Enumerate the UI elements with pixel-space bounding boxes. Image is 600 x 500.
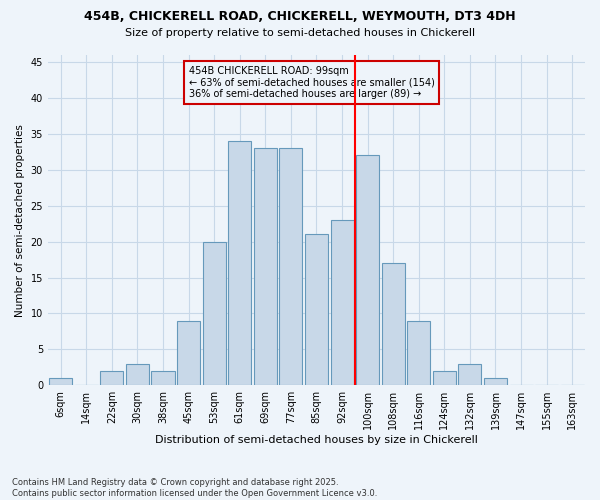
Bar	[280, 148, 302, 385]
Bar	[331, 220, 353, 385]
Bar	[126, 364, 149, 385]
Bar	[177, 320, 200, 385]
Text: 454B, CHICKERELL ROAD, CHICKERELL, WEYMOUTH, DT3 4DH: 454B, CHICKERELL ROAD, CHICKERELL, WEYMO…	[84, 10, 516, 23]
Bar	[433, 371, 456, 385]
Bar	[49, 378, 72, 385]
Bar	[100, 371, 124, 385]
Y-axis label: Number of semi-detached properties: Number of semi-detached properties	[15, 124, 25, 316]
Bar	[382, 263, 404, 385]
Bar	[228, 141, 251, 385]
Bar	[458, 364, 481, 385]
Text: Size of property relative to semi-detached houses in Chickerell: Size of property relative to semi-detach…	[125, 28, 475, 38]
Bar	[254, 148, 277, 385]
Bar	[203, 242, 226, 385]
Text: 454B CHICKERELL ROAD: 99sqm
← 63% of semi-detached houses are smaller (154)
36% : 454B CHICKERELL ROAD: 99sqm ← 63% of sem…	[188, 66, 434, 99]
Bar	[484, 378, 507, 385]
Text: Contains HM Land Registry data © Crown copyright and database right 2025.
Contai: Contains HM Land Registry data © Crown c…	[12, 478, 377, 498]
Bar	[151, 371, 175, 385]
X-axis label: Distribution of semi-detached houses by size in Chickerell: Distribution of semi-detached houses by …	[155, 435, 478, 445]
Bar	[356, 156, 379, 385]
Bar	[407, 320, 430, 385]
Bar	[305, 234, 328, 385]
